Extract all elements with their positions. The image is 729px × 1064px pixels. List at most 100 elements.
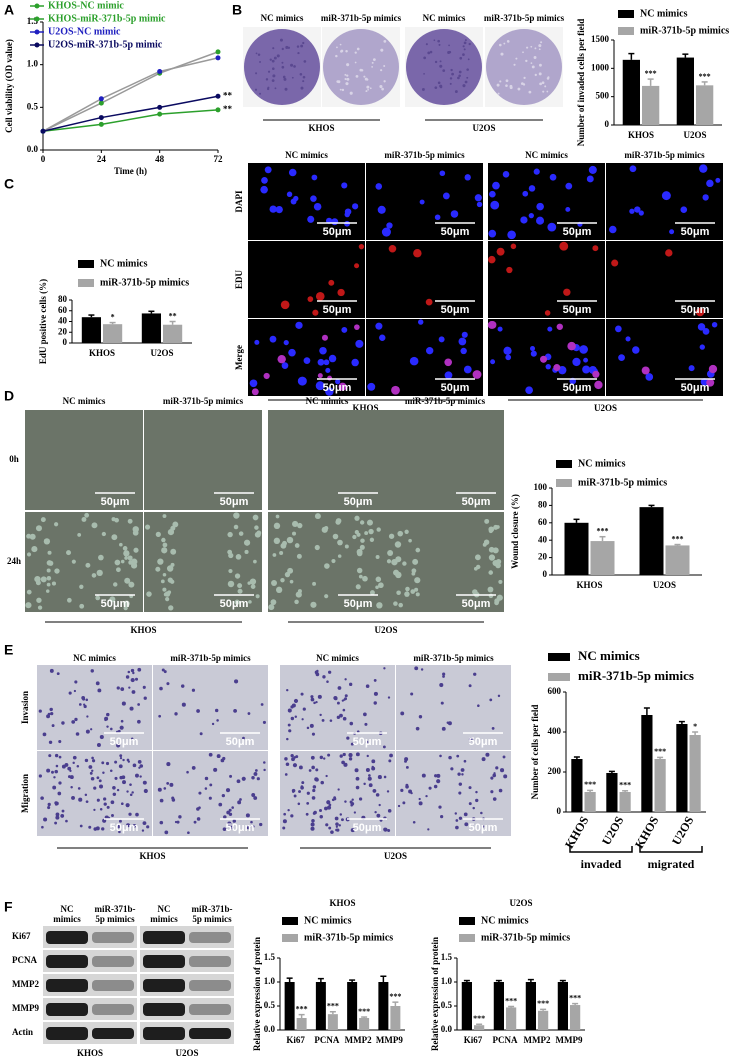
cell	[46, 582, 51, 587]
cell	[291, 76, 294, 79]
cell	[368, 528, 374, 535]
cell	[328, 826, 332, 830]
cell	[302, 707, 306, 711]
column-header: miR-371b-	[95, 904, 136, 914]
cell	[645, 373, 654, 381]
bar	[81, 317, 101, 343]
cell	[346, 74, 349, 77]
cell	[695, 307, 705, 317]
cell	[497, 326, 503, 332]
cell	[336, 46, 338, 49]
cell	[563, 288, 571, 296]
cell	[356, 567, 363, 574]
cell	[503, 774, 508, 779]
y-tick-label: 1000	[591, 62, 610, 72]
cell	[502, 755, 506, 759]
cell	[458, 74, 461, 77]
x-tick-label: U2OS	[669, 814, 697, 848]
cell	[404, 591, 410, 597]
cell	[52, 581, 56, 586]
cell	[454, 812, 458, 815]
band	[46, 955, 88, 968]
cell	[55, 812, 60, 817]
cell	[363, 712, 367, 717]
cell	[275, 205, 283, 214]
legend-marker	[34, 3, 40, 9]
cell	[565, 182, 573, 190]
cell	[114, 760, 118, 764]
row-label: Ki67	[12, 931, 31, 941]
cell	[321, 526, 328, 533]
y-tick-label: 1.5	[264, 952, 276, 962]
cell	[251, 775, 255, 780]
cell	[58, 739, 62, 744]
cell	[369, 590, 375, 596]
y-tick-label: 1.0	[27, 59, 39, 69]
cell	[323, 359, 330, 366]
bar	[689, 735, 701, 812]
bar	[359, 1018, 370, 1030]
cell	[84, 793, 88, 797]
cell	[166, 565, 174, 572]
cell	[378, 583, 383, 588]
cell	[58, 755, 62, 759]
cell	[272, 74, 276, 78]
cell	[706, 179, 714, 188]
row-label: Merge	[234, 345, 244, 370]
scale-bar-label: 50μm	[469, 822, 498, 834]
y-tick-label: 40	[58, 316, 68, 326]
cell	[412, 558, 419, 565]
cell	[355, 339, 364, 348]
cell	[429, 50, 433, 54]
cell	[123, 600, 130, 607]
cell	[634, 206, 641, 213]
cell	[665, 249, 673, 257]
cell	[336, 715, 341, 719]
cell	[450, 210, 459, 218]
cell	[90, 728, 93, 731]
x-tick-label: U2OS	[150, 348, 173, 358]
cell	[204, 776, 209, 781]
cell	[464, 174, 471, 181]
cell	[221, 793, 225, 798]
legend-swatch	[78, 279, 94, 287]
bar	[315, 982, 326, 1030]
cell	[458, 816, 463, 820]
cell	[493, 524, 499, 530]
cell	[54, 769, 59, 774]
cell	[199, 732, 203, 736]
cell	[40, 517, 46, 523]
cell	[254, 525, 259, 530]
panel-label: C	[4, 176, 14, 192]
cell	[317, 694, 322, 699]
cell	[277, 354, 286, 364]
cell	[46, 768, 51, 773]
cell	[348, 757, 353, 761]
cell	[405, 765, 409, 769]
cell	[505, 354, 512, 361]
cell	[321, 334, 328, 341]
cell	[257, 53, 261, 57]
cell	[499, 80, 502, 83]
cell	[342, 752, 346, 757]
cell	[492, 773, 497, 778]
column-header: NC mimics	[525, 150, 568, 160]
group-label: KHOS	[130, 625, 156, 635]
annotation: ***	[327, 1002, 339, 1011]
cell	[166, 781, 170, 785]
bar	[606, 773, 618, 812]
cell	[81, 517, 87, 522]
cell	[363, 782, 366, 786]
bar	[665, 545, 690, 575]
cell	[214, 708, 219, 713]
cell	[498, 579, 503, 584]
cell	[85, 562, 91, 568]
group-label: U2OS	[374, 625, 397, 635]
cell	[438, 805, 442, 809]
cell	[380, 48, 384, 52]
legend-swatch	[618, 10, 634, 18]
cell	[381, 227, 391, 237]
cell	[256, 777, 260, 781]
cell	[36, 597, 42, 603]
y-tick-label: 400	[548, 726, 562, 736]
